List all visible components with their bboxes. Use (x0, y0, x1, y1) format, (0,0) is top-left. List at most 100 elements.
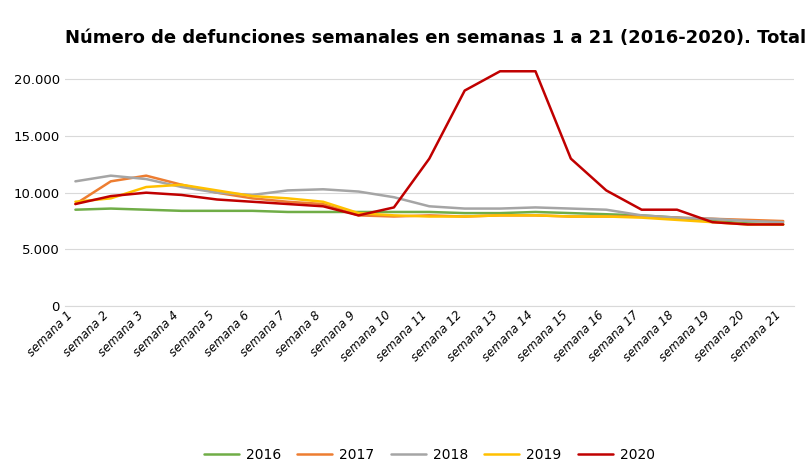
Line: 2018: 2018 (75, 176, 783, 222)
2017 (283, 199, 292, 204)
2017 (460, 214, 470, 219)
2019 (318, 199, 328, 204)
2020 (354, 212, 364, 218)
2017 (177, 182, 186, 187)
2017 (778, 218, 788, 224)
2018 (778, 219, 788, 225)
2016 (531, 209, 540, 215)
2019 (672, 217, 682, 223)
2020 (389, 204, 399, 210)
2017 (672, 215, 682, 220)
2018 (672, 215, 682, 220)
2018 (708, 216, 718, 222)
2018 (637, 212, 646, 218)
2020 (177, 192, 186, 198)
2019 (70, 199, 80, 204)
2018 (566, 206, 576, 211)
2017 (637, 214, 646, 219)
2017 (70, 201, 80, 207)
2018 (248, 192, 258, 198)
2020 (778, 222, 788, 227)
2016 (495, 210, 505, 216)
2020 (424, 156, 434, 162)
2020 (708, 219, 718, 225)
2018 (354, 189, 364, 195)
2020 (672, 207, 682, 212)
2017 (318, 201, 328, 207)
2020 (566, 156, 576, 162)
2020 (318, 203, 328, 209)
2018 (424, 203, 434, 209)
2016 (389, 209, 399, 215)
2018 (601, 207, 611, 212)
2019 (601, 214, 611, 219)
2020 (141, 190, 151, 195)
2019 (637, 215, 646, 220)
2016 (566, 210, 576, 216)
2020 (248, 199, 258, 204)
2018 (318, 187, 328, 192)
2017 (495, 212, 505, 218)
2016 (778, 222, 788, 227)
2019 (177, 182, 186, 187)
2016 (424, 209, 434, 215)
Legend: 2016, 2017, 2018, 2019, 2020: 2016, 2017, 2018, 2019, 2020 (198, 443, 660, 468)
2016 (601, 211, 611, 217)
2018 (212, 190, 222, 195)
2017 (389, 214, 399, 219)
2016 (318, 209, 328, 215)
2018 (70, 179, 80, 184)
2019 (141, 184, 151, 190)
2017 (601, 214, 611, 219)
2016 (283, 209, 292, 215)
2017 (141, 173, 151, 179)
2020 (495, 68, 505, 74)
2020 (531, 68, 540, 74)
2019 (531, 212, 540, 218)
Line: 2019: 2019 (75, 185, 783, 225)
2016 (141, 207, 151, 212)
2016 (743, 220, 752, 226)
2020 (743, 222, 752, 227)
2017 (708, 216, 718, 222)
2020 (106, 193, 116, 199)
2018 (389, 195, 399, 200)
2016 (248, 208, 258, 214)
2019 (566, 214, 576, 219)
Line: 2016: 2016 (75, 209, 783, 225)
2019 (354, 210, 364, 216)
2016 (70, 207, 80, 212)
2018 (743, 218, 752, 224)
2017 (566, 214, 576, 219)
2019 (424, 214, 434, 219)
2017 (212, 190, 222, 195)
2016 (177, 208, 186, 214)
2016 (637, 212, 646, 218)
2019 (495, 212, 505, 218)
2016 (672, 215, 682, 220)
2019 (389, 212, 399, 218)
2019 (106, 195, 116, 201)
2016 (106, 206, 116, 211)
2018 (177, 184, 186, 190)
2018 (460, 206, 470, 211)
2018 (141, 176, 151, 182)
2020 (283, 201, 292, 207)
2019 (460, 214, 470, 219)
2017 (354, 212, 364, 218)
2019 (212, 187, 222, 193)
2016 (354, 209, 364, 215)
2016 (460, 210, 470, 216)
2020 (212, 197, 222, 203)
Text: Número de defunciones semanales en semanas 1 a 21 (2016-2020). Total nacional: Número de defunciones semanales en seman… (65, 29, 810, 47)
2017 (106, 179, 116, 184)
2016 (212, 208, 222, 214)
2020 (460, 88, 470, 93)
Line: 2020: 2020 (75, 71, 783, 225)
2016 (708, 218, 718, 224)
2019 (248, 193, 258, 199)
2020 (70, 201, 80, 207)
2018 (283, 187, 292, 193)
2019 (708, 219, 718, 225)
2019 (283, 195, 292, 201)
